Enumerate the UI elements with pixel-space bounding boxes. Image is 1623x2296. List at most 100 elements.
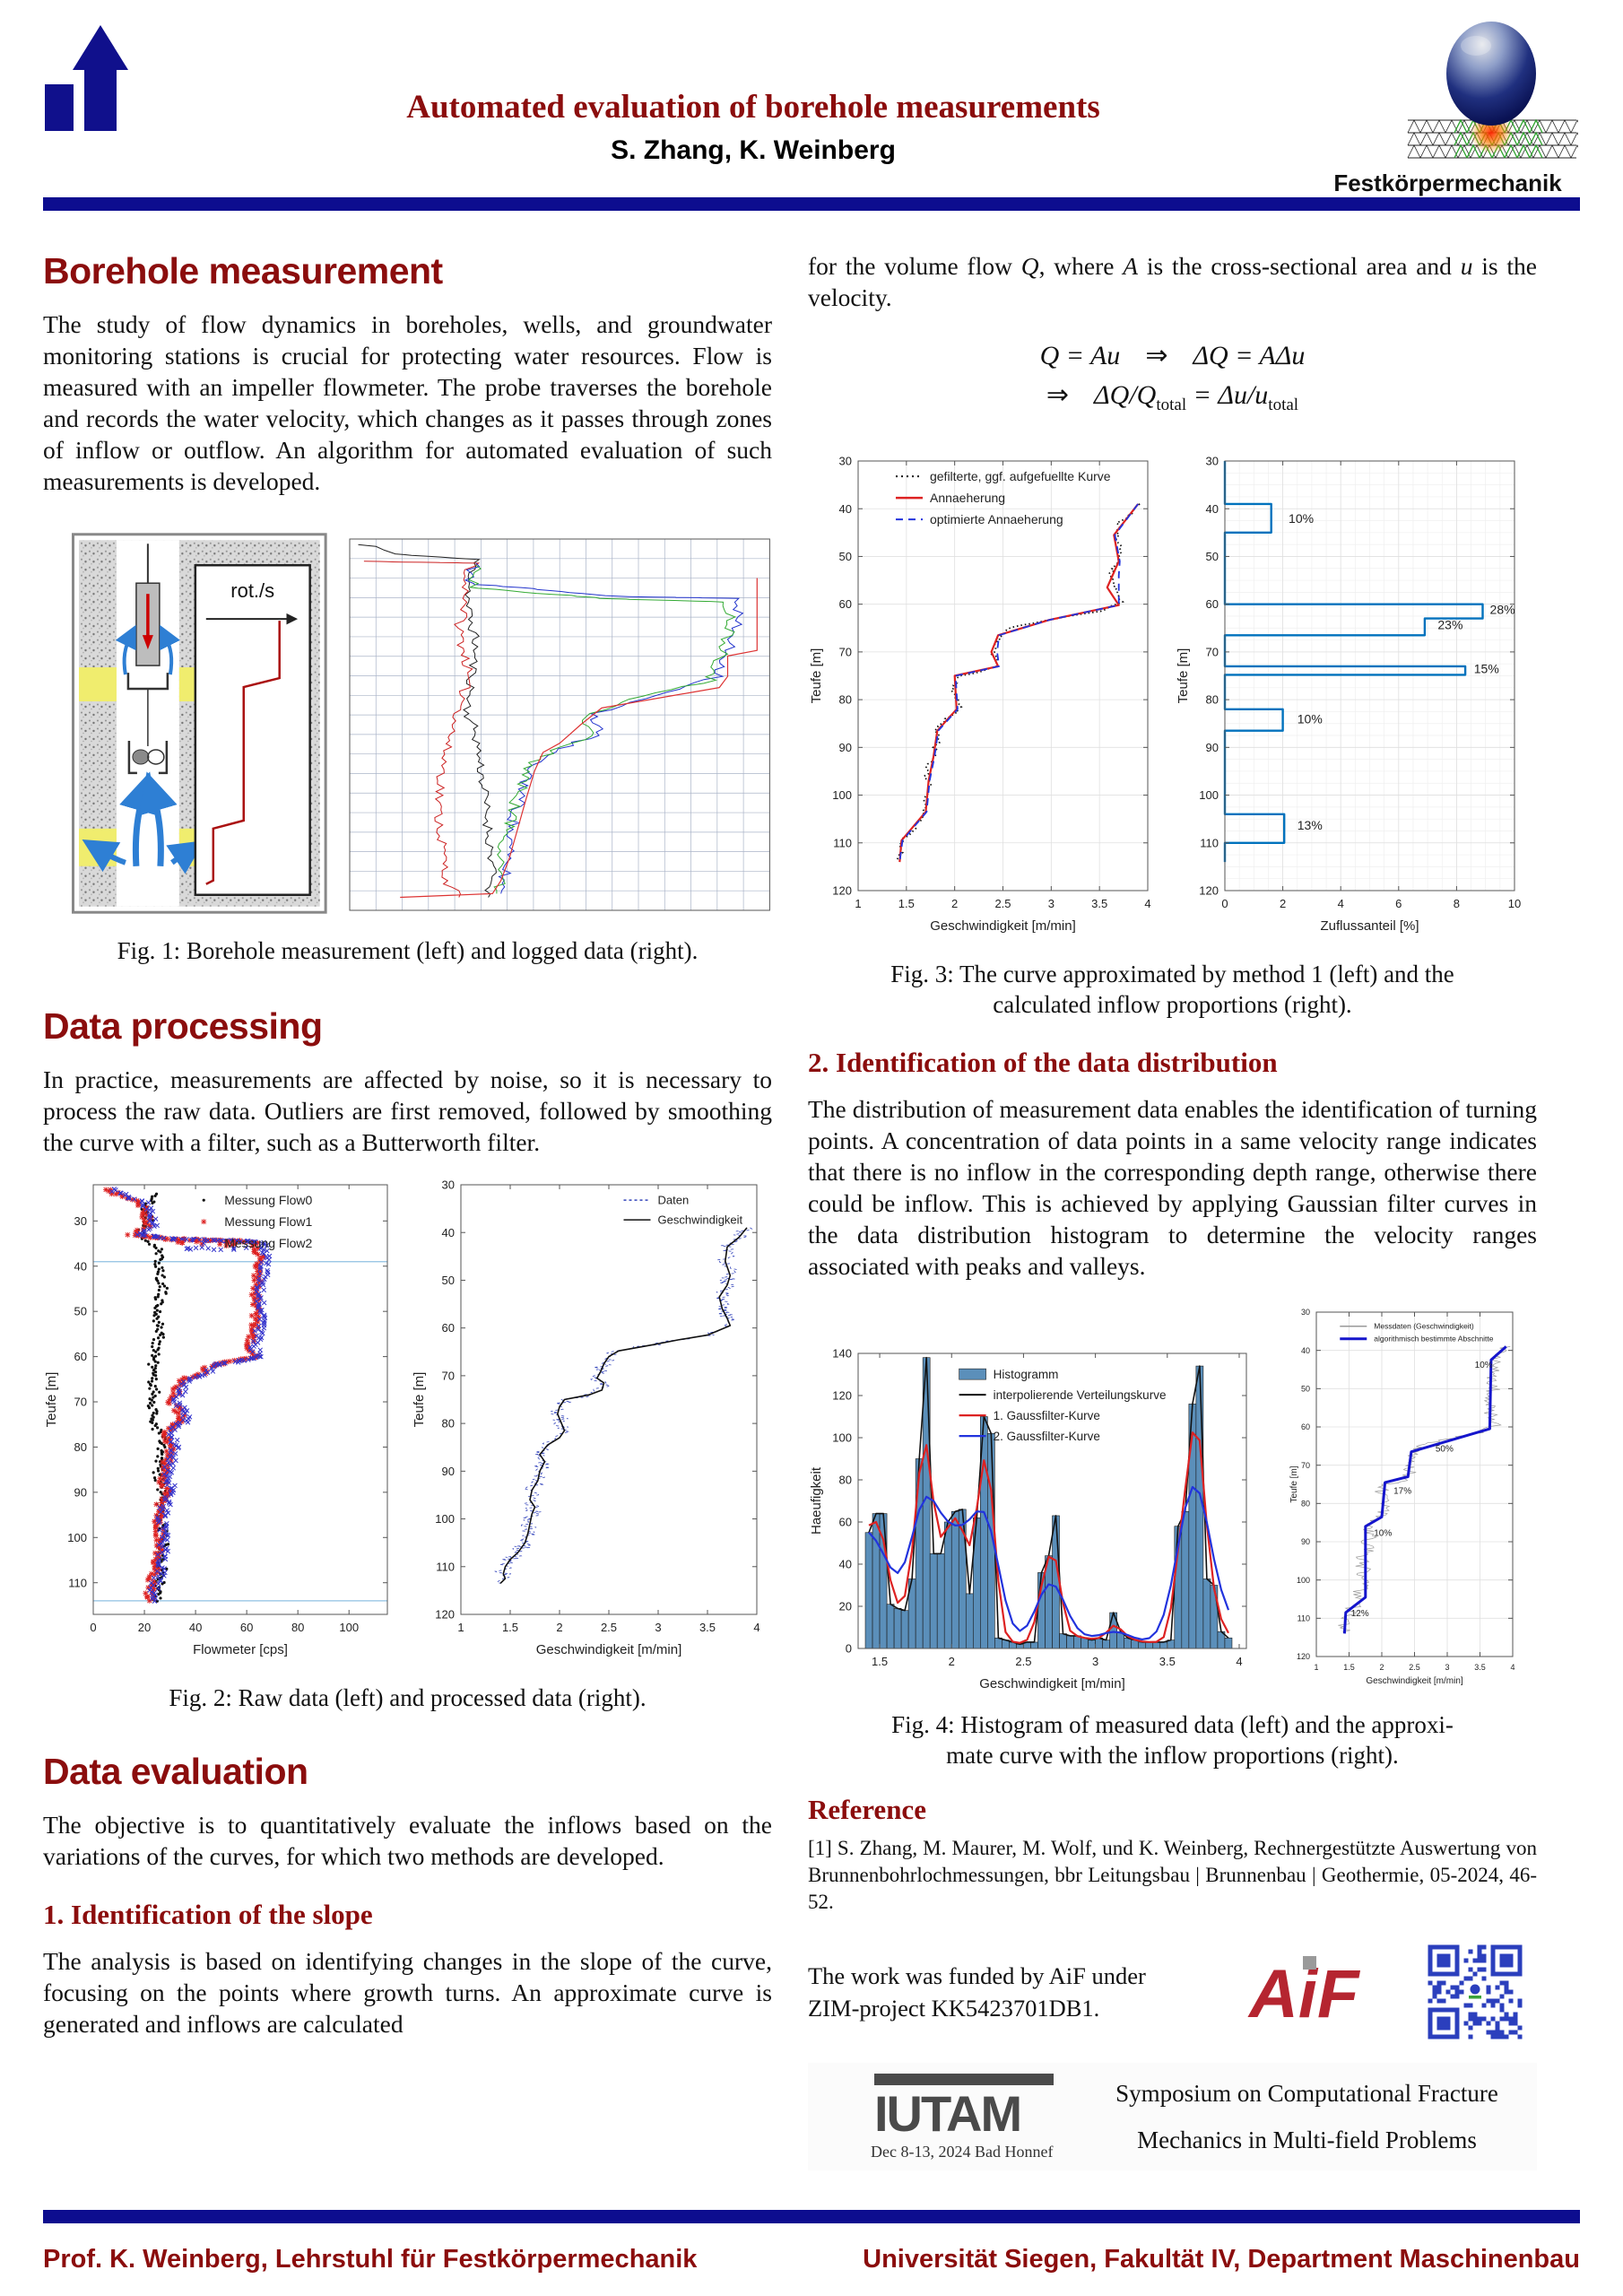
equations: Q = Au ⇒ ΔQ = AΔu ⇒ ΔQ/Qtotal = Δu/utotal xyxy=(808,336,1537,425)
fig3-inflow-proportions-chart: 0 2 4 6 8 10 30 40 50 60 70 80 90 100 110 120 Zuflussant… xyxy=(1175,448,1529,937)
title-block: Automated evaluation of borehole measure… xyxy=(191,16,1315,166)
svg-text:2.5: 2.5 xyxy=(601,1621,617,1634)
svg-text:100: 100 xyxy=(1297,1576,1310,1585)
svg-text:140: 140 xyxy=(832,1347,852,1361)
svg-text:1.5: 1.5 xyxy=(1343,1663,1355,1672)
figure-4: 1.5 2 2.5 3 3.5 4 0 20 40 60 80 100 120 140 Geschwindi… xyxy=(808,1305,1537,1695)
svg-text:50: 50 xyxy=(1206,550,1219,563)
svg-text:8: 8 xyxy=(1454,897,1460,910)
figure-2: 0 20 40 60 80 100 30 40 50 60 70 80 90 100 110 Flowmete… xyxy=(43,1172,772,1661)
fig2-processed-data-chart: 1 1.5 2 2.5 3 3.5 4 30 40 50 60 70 80 90 100 110 120 Gesc… xyxy=(411,1172,771,1661)
svg-text:20: 20 xyxy=(839,1600,852,1613)
volume-flow-text: for the volume flow Q, where A is the cr… xyxy=(808,252,1537,311)
svg-text:40: 40 xyxy=(1301,1346,1310,1355)
heading-reference: Reference xyxy=(808,1794,926,1825)
svg-text:Geschwindigkeit [m/min]: Geschwindigkeit [m/min] xyxy=(1366,1676,1463,1686)
svg-text:gefilterte, ggf. aufgefuellte: gefilterte, ggf. aufgefuellte Kurve xyxy=(930,469,1111,483)
svg-text:2: 2 xyxy=(556,1621,562,1634)
svg-text:70: 70 xyxy=(74,1396,87,1409)
svg-text:Teufe [m]: Teufe [m] xyxy=(1289,1465,1299,1502)
equation-1: Q = Au ⇒ ΔQ = AΔu xyxy=(1039,341,1306,370)
svg-text:Teufe [m]: Teufe [m] xyxy=(412,1372,427,1428)
svg-text:2: 2 xyxy=(1280,897,1286,910)
svg-text:Teufe [m]: Teufe [m] xyxy=(44,1372,59,1428)
svg-text:4: 4 xyxy=(1510,1663,1515,1672)
svg-text:10%: 10% xyxy=(1475,1361,1493,1370)
svg-text:60: 60 xyxy=(74,1350,87,1363)
aif-logo: AiF xyxy=(1247,1956,1361,2032)
fig1-logged-data-chart xyxy=(347,536,772,913)
svg-text:interpolierende Verteilungskur: interpolierende Verteilungskurve xyxy=(994,1388,1167,1402)
header: Automated evaluation of borehole measure… xyxy=(43,0,1584,196)
svg-text:IUTAM: IUTAM xyxy=(874,2085,1020,2136)
right-column: for the volume flow Q, where A is the cr… xyxy=(808,250,1537,2170)
svg-text:80: 80 xyxy=(1301,1499,1310,1508)
svg-text:20: 20 xyxy=(138,1621,151,1634)
svg-text:1.5: 1.5 xyxy=(898,897,915,910)
equation-2: ⇒ ΔQ/Qtotal = Δu/utotal xyxy=(1046,380,1299,414)
svg-text:90: 90 xyxy=(442,1465,455,1478)
svg-text:3.5: 3.5 xyxy=(699,1621,716,1634)
rot-per-s-label: rot./s xyxy=(230,579,274,602)
svg-text:40: 40 xyxy=(839,502,852,516)
svg-text:Daten: Daten xyxy=(658,1194,690,1207)
svg-text:40: 40 xyxy=(189,1621,202,1634)
svg-text:12%: 12% xyxy=(1351,1609,1369,1619)
svg-text:80: 80 xyxy=(839,1474,852,1487)
heading-borehole-measurement: Borehole measurement xyxy=(43,250,443,291)
qr-code xyxy=(1426,1943,1524,2041)
svg-text:3: 3 xyxy=(1445,1663,1449,1672)
svg-text:30: 30 xyxy=(74,1214,87,1228)
fig2-raw-data-chart: 0 20 40 60 80 100 30 40 50 60 70 80 90 100 110 Flowmete… xyxy=(43,1172,402,1661)
svg-text:3: 3 xyxy=(1048,897,1055,910)
fig2-caption: Fig. 2: Raw data (left) and processed da… xyxy=(169,1684,647,1711)
data-processing-text: In practice, measurements are affected b… xyxy=(43,1065,772,1156)
svg-text:90: 90 xyxy=(1301,1537,1310,1546)
svg-text:100: 100 xyxy=(67,1531,87,1544)
svg-text:60: 60 xyxy=(839,597,852,611)
svg-text:60: 60 xyxy=(839,1516,852,1529)
svg-text:10%: 10% xyxy=(1374,1529,1392,1539)
svg-text:40: 40 xyxy=(442,1226,455,1239)
svg-text:60: 60 xyxy=(442,1321,455,1335)
svg-text:70: 70 xyxy=(442,1369,455,1382)
svg-text:Teufe [m]: Teufe [m] xyxy=(809,648,824,704)
svg-text:120: 120 xyxy=(435,1608,455,1622)
svg-text:3.5: 3.5 xyxy=(1091,897,1107,910)
svg-text:30: 30 xyxy=(442,1178,455,1192)
figure-1: rot./s xyxy=(43,533,772,914)
svg-text:110: 110 xyxy=(1200,836,1219,849)
sphere-contact-icon xyxy=(1407,22,1584,159)
data-evaluation-text: The objective is to quantitatively evalu… xyxy=(43,1811,772,1870)
svg-text:4: 4 xyxy=(1144,897,1150,910)
svg-text:Messdaten (Geschwindigkeit): Messdaten (Geschwindigkeit) xyxy=(1374,1322,1474,1331)
svg-text:10%: 10% xyxy=(1289,511,1314,526)
svg-text:40: 40 xyxy=(839,1558,852,1571)
svg-text:Zuflussanteil [%]: Zuflussanteil [%] xyxy=(1320,918,1419,934)
svg-text:2: 2 xyxy=(949,1655,955,1668)
footer-right: Universität Siegen, Fakultät IV, Departm… xyxy=(863,2245,1580,2274)
borehole-measurement-text: The study of flow dynamics in boreholes,… xyxy=(43,310,772,495)
reference-text: [1] S. Zhang, M. Maurer, M. Wolf, und K.… xyxy=(808,1837,1537,1913)
symposium-text: Symposium on Computational Fracture Mech… xyxy=(1115,2080,1498,2153)
poster-title: Automated evaluation of borehole measure… xyxy=(406,89,1100,126)
svg-text:120: 120 xyxy=(1199,884,1219,898)
iutam-row: IUTAM Dec 8-13, 2024 Bad Honnef Symposiu… xyxy=(808,2063,1537,2170)
svg-text:28%: 28% xyxy=(1490,602,1515,616)
svg-text:40: 40 xyxy=(74,1259,87,1273)
svg-text:Geschwindigkeit [m/min]: Geschwindigkeit [m/min] xyxy=(930,918,1076,934)
svg-text:Geschwindigkeit [m/min]: Geschwindigkeit [m/min] xyxy=(979,1676,1125,1692)
svg-text:120: 120 xyxy=(832,1389,852,1403)
svg-text:Flowmeter [cps]: Flowmeter [cps] xyxy=(193,1642,288,1657)
svg-text:3.5: 3.5 xyxy=(1474,1663,1486,1672)
svg-text:Messung Flow0: Messung Flow0 xyxy=(224,1193,312,1207)
svg-text:0: 0 xyxy=(1221,897,1228,910)
heading-identification-slope: 1. Identification of the slope xyxy=(43,1899,373,1930)
funding-row: The work was funded by AiF under ZIM-pro… xyxy=(808,1943,1537,2041)
figure-3: 1 1.5 2 2.5 3 3.5 4 30 40 50 60 70 80 90 100 110 120 Gesc… xyxy=(808,448,1537,937)
svg-text:80: 80 xyxy=(1206,693,1219,707)
svg-text:110: 110 xyxy=(68,1576,87,1589)
footer-left: Prof. K. Weinberg, Lehrstuhl für Festkör… xyxy=(43,2245,698,2274)
svg-text:10: 10 xyxy=(1508,897,1521,910)
